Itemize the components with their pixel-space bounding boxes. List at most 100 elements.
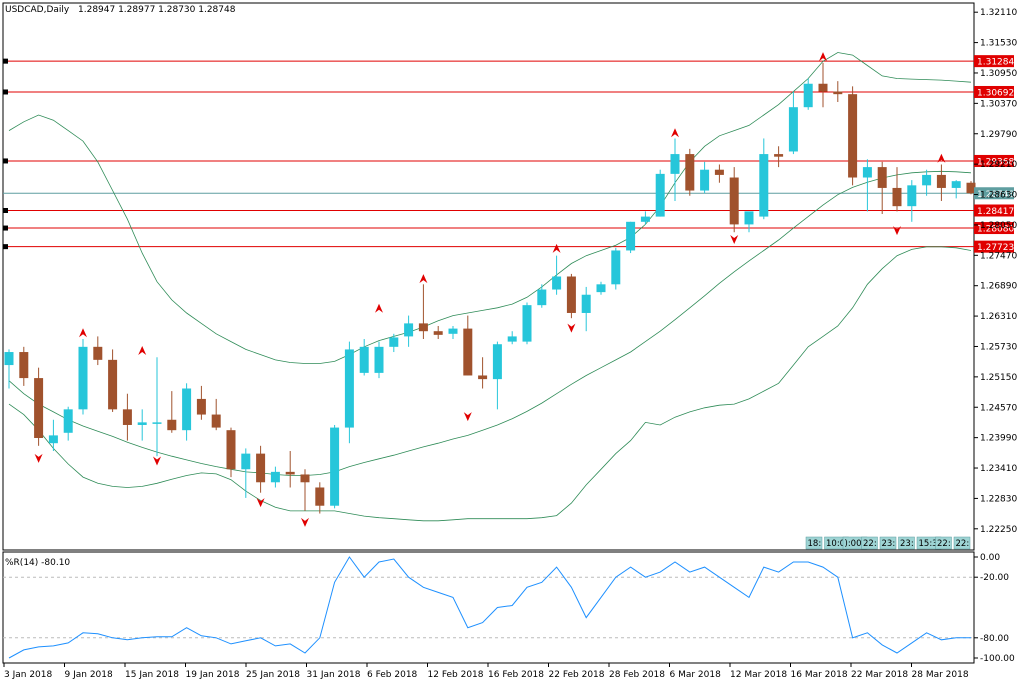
price-tick-label: 1.26310 <box>980 312 1017 322</box>
date-tick-label: 16 Feb 2018 <box>488 670 544 680</box>
fractal-up-arrow <box>138 345 147 355</box>
candle-body <box>300 474 310 483</box>
candle-body <box>700 169 710 191</box>
level-label-box <box>974 154 1014 167</box>
price-tick-label: 1.23410 <box>980 464 1017 474</box>
wpr-tick-label: -20.00 <box>980 573 1009 583</box>
candle-body <box>892 187 902 207</box>
time-box <box>935 536 952 550</box>
candle-body <box>966 182 976 194</box>
price-tick-label: 1.22250 <box>980 525 1017 535</box>
time-box <box>898 536 915 550</box>
candle-body <box>63 409 73 433</box>
candle-body <box>389 337 399 347</box>
level-label-box <box>974 204 1014 217</box>
date-tick-label: 6 Mar 2018 <box>670 670 722 680</box>
date-tick-label: 16 Mar 2018 <box>791 670 848 680</box>
candle-body <box>581 294 591 313</box>
candle-body <box>640 216 650 222</box>
candle-body <box>152 422 162 424</box>
candle-body <box>552 276 562 290</box>
price-tick-label: 1.30370 <box>980 99 1017 109</box>
fractal-up-arrow <box>937 153 946 163</box>
wpr-tick-label: -80.00 <box>980 634 1009 644</box>
level-label-box <box>974 55 1014 68</box>
candles <box>4 62 976 514</box>
level-label-text: 1.31284 <box>977 58 1014 68</box>
fractal-up-arrow <box>819 52 827 62</box>
fractal-up-arrow <box>375 303 383 313</box>
price-tick-label: 1.24570 <box>980 403 1017 413</box>
candle-body <box>729 177 739 225</box>
candle-body <box>951 181 961 188</box>
wpr-tick-label: -100.00 <box>980 654 1015 664</box>
date-tick-label: 19 Jan 2018 <box>186 670 240 680</box>
date-tick-label: 15 Jan 2018 <box>125 670 179 680</box>
wpr-tick-label: 0.00 <box>980 553 1000 563</box>
date-tick-label: 22 Mar 2018 <box>851 670 908 680</box>
price-tick-label: 1.32110 <box>980 8 1017 18</box>
date-tick-label: 12 Mar 2018 <box>730 670 787 680</box>
candle-body <box>566 276 576 313</box>
candle-body <box>93 346 103 360</box>
candle-body <box>448 328 458 334</box>
candle-body <box>596 284 606 293</box>
time-box-label: 22: <box>863 539 877 549</box>
candle-body <box>78 346 88 410</box>
candle-body <box>507 336 517 342</box>
candle-body <box>344 349 354 428</box>
candle-body <box>315 487 325 506</box>
candle-body <box>48 435 58 444</box>
candle-body <box>108 359 118 410</box>
level-marker <box>3 244 8 250</box>
wpr-indicator: 0.00 -20.00 -80.00 -100.00 <box>3 553 1015 664</box>
candle-body <box>818 83 828 92</box>
candle-body <box>862 167 872 178</box>
time-box-label: 23: <box>882 539 896 549</box>
candle-body <box>404 323 414 337</box>
time-box-label: 10:00 <box>826 539 851 549</box>
date-axis: 3 Jan 2018 9 Jan 2018 15 Jan 2018 19 Jan 20… <box>3 663 969 680</box>
fractal-down-arrow <box>463 412 472 422</box>
level-label-text: 1.30692 <box>977 88 1014 98</box>
price-levels <box>3 58 974 250</box>
date-tick-label: 12 Feb 2018 <box>428 670 484 680</box>
time-box <box>953 536 971 550</box>
bollinger-lower-line <box>8 246 972 522</box>
price-tick-label: 1.26890 <box>980 282 1017 292</box>
level-label-box <box>974 85 1014 98</box>
price-tick-label: 1.23990 <box>980 434 1017 444</box>
candle-body <box>167 419 177 431</box>
date-tick-label: 28 Mar 2018 <box>912 670 969 680</box>
candle-body <box>241 453 251 470</box>
time-box-label: ):00 <box>845 539 862 549</box>
bollinger-bands <box>8 52 972 522</box>
price-tick-label: 1.30950 <box>980 69 1017 79</box>
level-marker <box>3 58 8 64</box>
indicator-frame <box>2 551 975 664</box>
candle-body <box>744 211 754 225</box>
fractal-down-arrow <box>153 456 161 466</box>
time-box-label: 23: <box>900 539 914 549</box>
candle-body <box>226 430 236 470</box>
candle-body <box>907 185 917 207</box>
candle-body <box>685 154 695 191</box>
candle-body <box>182 388 192 431</box>
candle-body <box>330 427 340 506</box>
candle-body <box>522 305 532 342</box>
level-label-text: 1.29368 <box>977 157 1014 167</box>
price-tick-label: 1.22830 <box>980 494 1017 504</box>
time-box-label: 22: <box>956 539 970 549</box>
time-box <box>879 536 897 550</box>
price-tick-label: 1.31530 <box>980 39 1017 49</box>
candle-body <box>537 289 547 306</box>
price-axis: 1.32110 1.31530 1.30950 1.30370 1.29790 1.292… <box>974 8 1017 535</box>
ohlc-readout: 1.28947 1.28977 1.28730 1.28748 <box>78 5 236 15</box>
fractal-down-arrow <box>893 226 901 236</box>
wpr-line <box>8 556 971 659</box>
date-tick-label: 31 Jan 2018 <box>307 670 361 680</box>
candle-body <box>833 91 843 95</box>
